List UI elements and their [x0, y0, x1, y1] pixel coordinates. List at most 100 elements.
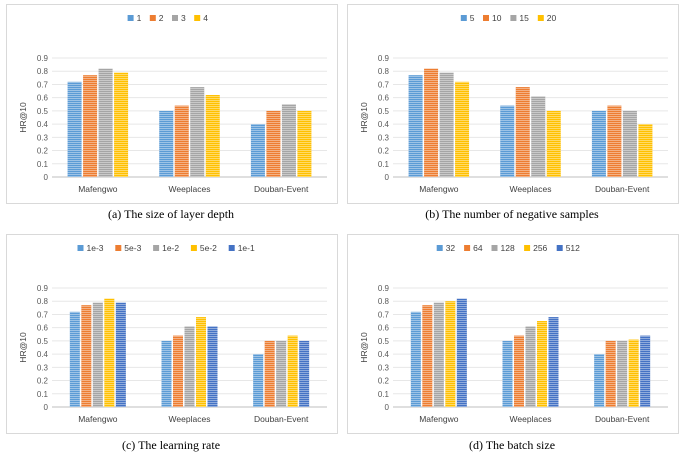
y-tick-label: 0.7	[37, 80, 49, 89]
y-tick-label: 0.6	[378, 324, 390, 333]
y-tick-label: 0.5	[378, 337, 390, 346]
legend-swatch	[172, 15, 178, 21]
y-tick-label: 0	[44, 403, 49, 412]
y-tick-label: 0.3	[37, 133, 49, 142]
chart-svg-d: 0 0.1 0.2 0.3 0.4 0.5 0.6 0.7 0.8 0.9 HR@10 Mafengw…	[359, 243, 668, 424]
y-tick-label: 0	[385, 403, 390, 412]
bar-stripe-overlay	[161, 340, 172, 407]
caption-a: (a) The size of layer depth	[107, 207, 235, 221]
bar-stripe-overlay	[299, 340, 310, 407]
legend-swatch	[524, 245, 531, 251]
bar-stripe-overlay	[502, 340, 513, 407]
x-category-label: Weeplaces	[510, 184, 552, 194]
legend-swatch	[115, 245, 122, 251]
y-tick-label: 0.1	[37, 390, 49, 399]
legend-label: 5e-3	[124, 243, 141, 253]
chart-panel-c: 0 0.1 0.2 0.3 0.4 0.5 0.6 0.7 0.8 0.9 HR@10 Mafengw…	[6, 234, 338, 434]
bar-stripe-overlay	[287, 335, 298, 407]
y-tick-label: 0.3	[378, 133, 390, 142]
y-tick-label: 0.3	[378, 363, 390, 372]
bar-stripe-overlay	[514, 335, 524, 407]
y-tick-label: 0.5	[378, 107, 390, 116]
chart-svg-b: 0 0.1 0.2 0.3 0.4 0.5 0.6 0.7 0.8 0.9 HR@10 Mafengw…	[359, 13, 668, 194]
bar-stripe-overlay	[173, 335, 183, 407]
bar-stripe-overlay	[408, 75, 423, 177]
legend-swatch	[149, 15, 156, 21]
bar-stripe-overlay	[546, 110, 561, 177]
bar-stripe-overlay	[525, 326, 536, 407]
bar-stripe-overlay	[104, 298, 115, 407]
bar-stripe-overlay	[515, 87, 530, 177]
legend-swatch	[491, 245, 498, 251]
bar-stripe-overlay	[628, 339, 639, 407]
legend-label: 256	[533, 243, 547, 253]
chart-panel-b: 0 0.1 0.2 0.3 0.4 0.5 0.6 0.7 0.8 0.9 HR@10 Mafengw…	[347, 4, 679, 204]
bar-stripe-overlay	[98, 68, 113, 177]
y-axis-label: HR@10	[18, 102, 28, 133]
y-tick-label: 0.4	[37, 350, 49, 359]
x-category-label: Douban-Event	[254, 414, 309, 424]
bar-stripe-overlay	[115, 302, 126, 407]
bar-stripe-overlay	[207, 326, 218, 407]
bar-stripe-overlay	[594, 354, 605, 407]
x-category-label: Weeplaces	[510, 414, 552, 424]
y-tick-label: 0.4	[378, 350, 390, 359]
x-category-label: Douban-Event	[595, 414, 650, 424]
y-tick-label: 0.8	[378, 297, 390, 306]
legend-label: 1e-3	[87, 243, 104, 253]
bar-stripe-overlay	[433, 302, 444, 407]
bar-stripe-overlay	[159, 110, 174, 177]
legend-swatch	[436, 245, 443, 251]
bar-stripe-overlay	[184, 326, 195, 407]
bar-stripe-overlay	[83, 75, 98, 177]
bar-stripe-overlay	[456, 298, 467, 407]
bar-stripe-overlay	[591, 110, 606, 177]
legend-label: 64	[473, 243, 483, 253]
caption-b: (b) The number of negative samples	[425, 207, 599, 221]
x-category-label: Douban-Event	[254, 184, 309, 194]
y-tick-label: 0	[385, 173, 390, 182]
y-tick-label: 0.2	[37, 377, 49, 386]
bar-stripe-overlay	[445, 301, 456, 407]
bar-stripe-overlay	[253, 354, 264, 407]
x-category-label: Mafengwo	[419, 184, 458, 194]
legend-swatch	[510, 15, 517, 21]
legend-swatch	[127, 15, 134, 21]
bar-stripe-overlay	[638, 124, 653, 177]
bar-stripe-overlay	[92, 302, 103, 407]
y-tick-label: 0.2	[378, 377, 390, 386]
y-tick-label: 0.2	[378, 147, 390, 156]
bar-stripe-overlay	[196, 317, 206, 407]
chart-svg-a: 0 0.1 0.2 0.3 0.4 0.5 0.6 0.7 0.8 0.9 HR@10 Mafengw…	[18, 13, 327, 194]
legend-swatch	[77, 245, 84, 251]
y-tick-label: 0.7	[37, 310, 49, 319]
y-tick-label: 0.6	[37, 324, 49, 333]
y-tick-label: 0.1	[378, 160, 390, 169]
bar-stripe-overlay	[174, 105, 189, 177]
legend-swatch	[190, 245, 197, 251]
legend-label: 5	[470, 13, 475, 23]
legend-label: 5e-2	[200, 243, 217, 253]
y-tick-label: 0.6	[378, 94, 390, 103]
bar-stripe-overlay	[81, 305, 92, 407]
bar-stripe-overlay	[537, 321, 547, 407]
legend-swatch	[460, 15, 467, 21]
legend-label: 2	[159, 13, 164, 23]
legend-label: 4	[203, 13, 208, 23]
bar-stripe-overlay	[266, 110, 281, 177]
caption-d: (d) The batch size	[468, 438, 556, 452]
bar-stripe-overlay	[439, 72, 454, 177]
y-tick-label: 0.8	[378, 67, 390, 76]
legend-swatch	[537, 15, 544, 21]
bar-stripe-overlay	[205, 95, 220, 177]
legend-label: 15	[519, 13, 529, 23]
y-tick-label: 0.6	[37, 94, 49, 103]
y-tick-label: 0.4	[37, 120, 49, 129]
y-tick-label: 0.7	[378, 310, 390, 319]
chart-panel-a: 0 0.1 0.2 0.3 0.4 0.5 0.6 0.7 0.8 0.9 HR@10 Mafengw…	[6, 4, 338, 204]
x-category-label: Weeplaces	[169, 414, 211, 424]
chart-svg-c: 0 0.1 0.2 0.3 0.4 0.5 0.6 0.7 0.8 0.9 HR@10 Mafengw…	[18, 243, 327, 424]
y-tick-label: 0.8	[37, 67, 49, 76]
legend-label: 128	[501, 243, 515, 253]
bar-stripe-overlay	[69, 311, 80, 407]
